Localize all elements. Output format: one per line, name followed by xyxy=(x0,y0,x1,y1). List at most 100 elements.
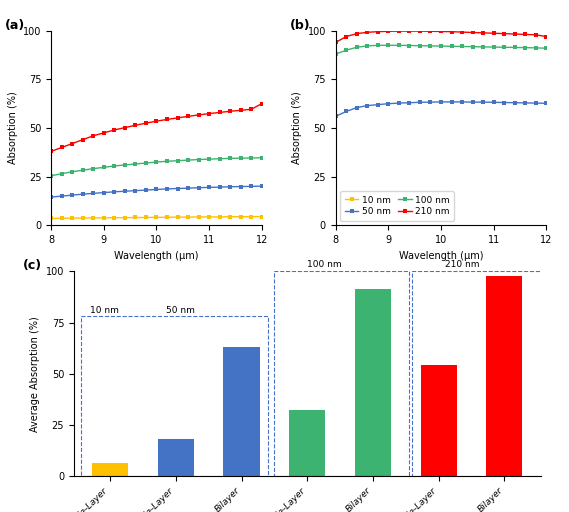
Text: 10 nm: 10 nm xyxy=(90,306,119,315)
50 nm xyxy=(90,190,97,197)
100 nm xyxy=(142,160,149,166)
Line: 210 nm: 210 nm xyxy=(50,102,263,153)
210 nm xyxy=(353,31,360,37)
100 nm xyxy=(459,44,465,50)
210 nm xyxy=(184,113,191,119)
50 nm xyxy=(343,109,349,115)
50 nm xyxy=(100,189,107,196)
210 nm xyxy=(111,127,118,133)
210 nm xyxy=(79,137,86,143)
50 nm xyxy=(216,184,223,190)
210 nm xyxy=(385,28,391,34)
100 nm xyxy=(490,44,497,50)
Text: 210 nm: 210 nm xyxy=(446,260,480,269)
50 nm xyxy=(543,100,550,106)
50 nm xyxy=(406,100,413,106)
50 nm xyxy=(511,100,518,106)
100 nm xyxy=(100,164,107,170)
100 nm xyxy=(58,170,65,177)
10 nm xyxy=(132,215,139,221)
100 nm xyxy=(343,47,349,53)
210 nm xyxy=(490,30,497,36)
X-axis label: Wavelength (μm): Wavelength (μm) xyxy=(399,250,483,261)
50 nm xyxy=(226,184,233,190)
100 nm xyxy=(184,157,191,163)
100 nm xyxy=(90,165,97,172)
100 nm xyxy=(174,158,181,164)
100 nm xyxy=(111,163,118,169)
100 nm xyxy=(501,44,508,50)
210 nm xyxy=(343,33,349,39)
Bar xyxy=(289,410,325,476)
50 nm xyxy=(480,99,486,105)
X-axis label: Wavelength (μm): Wavelength (μm) xyxy=(114,250,199,261)
10 nm xyxy=(258,214,265,220)
Legend: 10 nm, 50 nm, 100 nm, 210 nm: 10 nm, 50 nm, 100 nm, 210 nm xyxy=(340,191,454,221)
100 nm xyxy=(163,158,170,164)
100 nm xyxy=(226,155,233,161)
50 nm xyxy=(79,191,86,197)
210 nm xyxy=(438,29,444,35)
10 nm xyxy=(184,214,191,220)
210 nm xyxy=(332,39,339,46)
210 nm xyxy=(427,28,434,34)
Text: (a): (a) xyxy=(5,19,25,32)
50 nm xyxy=(258,183,265,189)
50 nm xyxy=(58,193,65,199)
50 nm xyxy=(395,100,402,106)
50 nm xyxy=(522,100,529,106)
50 nm xyxy=(174,185,181,191)
210 nm xyxy=(195,112,202,118)
Bar xyxy=(274,271,409,476)
10 nm xyxy=(69,215,76,221)
Line: 50 nm: 50 nm xyxy=(334,100,548,118)
210 nm xyxy=(480,30,486,36)
100 nm xyxy=(153,159,160,165)
50 nm xyxy=(332,113,339,119)
100 nm xyxy=(132,161,139,167)
50 nm xyxy=(448,99,455,105)
50 nm xyxy=(237,183,244,189)
100 nm xyxy=(216,156,223,162)
Line: 210 nm: 210 nm xyxy=(334,29,548,44)
100 nm xyxy=(438,43,444,49)
210 nm xyxy=(69,140,76,146)
100 nm xyxy=(205,156,212,162)
10 nm xyxy=(121,215,128,221)
Line: 50 nm: 50 nm xyxy=(50,184,263,199)
100 nm xyxy=(406,42,413,49)
100 nm xyxy=(195,157,202,163)
50 nm xyxy=(490,99,497,105)
210 nm xyxy=(543,33,550,39)
Bar xyxy=(355,289,391,476)
10 nm xyxy=(195,214,202,220)
Line: 10 nm: 10 nm xyxy=(50,215,263,220)
10 nm xyxy=(205,214,212,220)
210 nm xyxy=(448,29,455,35)
100 nm xyxy=(427,43,434,49)
50 nm xyxy=(501,99,508,105)
50 nm xyxy=(248,183,254,189)
Text: 50 nm: 50 nm xyxy=(166,306,195,315)
100 nm xyxy=(480,44,486,50)
210 nm xyxy=(237,107,244,113)
10 nm xyxy=(237,214,244,220)
100 nm xyxy=(121,162,128,168)
50 nm xyxy=(195,185,202,191)
210 nm xyxy=(417,28,423,34)
50 nm xyxy=(184,185,191,191)
100 nm xyxy=(448,43,455,49)
10 nm xyxy=(111,215,118,221)
100 nm xyxy=(353,44,360,50)
10 nm xyxy=(90,215,97,221)
50 nm xyxy=(385,100,391,106)
50 nm xyxy=(153,186,160,193)
Text: 100 nm: 100 nm xyxy=(307,260,342,269)
Bar xyxy=(420,365,457,476)
10 nm xyxy=(226,214,233,220)
210 nm xyxy=(459,29,465,35)
Line: 100 nm: 100 nm xyxy=(50,156,263,177)
50 nm xyxy=(48,194,55,200)
10 nm xyxy=(79,215,86,221)
210 nm xyxy=(469,29,476,35)
